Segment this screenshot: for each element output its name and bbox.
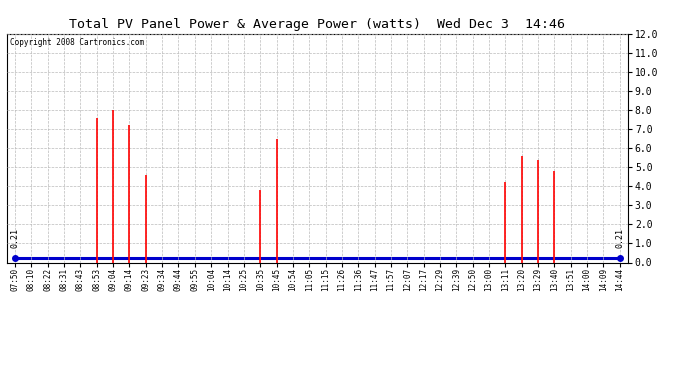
Text: Copyright 2008 Cartronics.com: Copyright 2008 Cartronics.com — [10, 38, 144, 47]
Title: Total PV Panel Power & Average Power (watts)  Wed Dec 3  14:46: Total PV Panel Power & Average Power (wa… — [70, 18, 565, 31]
Text: 0.21: 0.21 — [10, 228, 19, 248]
Text: 0.21: 0.21 — [615, 228, 624, 248]
